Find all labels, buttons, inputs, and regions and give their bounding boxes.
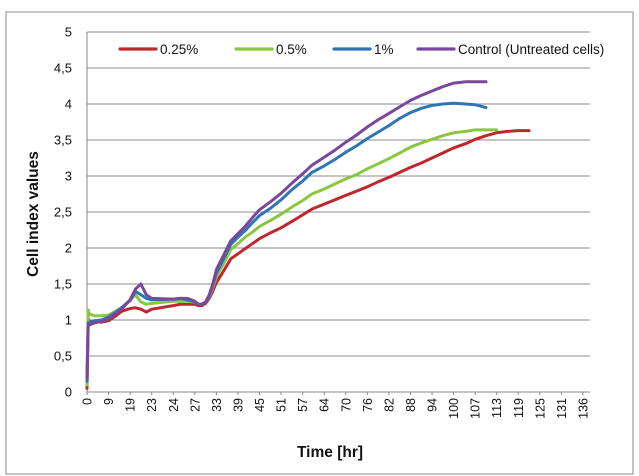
x-tick-label: 94	[426, 398, 440, 412]
x-tick-label: 51	[275, 398, 289, 412]
series-lines	[85, 80, 531, 390]
x-tick-label: 57	[296, 398, 310, 412]
x-tick-label: 131	[555, 398, 569, 419]
gridlines	[87, 31, 590, 357]
x-tick-label: 19	[124, 398, 138, 412]
x-tick-label: 64	[318, 398, 332, 412]
x-tick-label: 113	[490, 398, 504, 418]
series-line	[85, 129, 531, 390]
x-tick-label: 23	[145, 398, 159, 412]
y-tick-label: 2,5	[54, 205, 72, 220]
x-tick-label: 24	[167, 398, 181, 412]
x-tick-label: 45	[253, 398, 267, 412]
x-tick-label: 33	[210, 398, 224, 412]
x-tick-label: 76	[361, 398, 375, 412]
axes: 00,511,522,533,544,550 9 19 23 24 27 33 39 45 51 5…	[54, 25, 591, 419]
x-tick-label: 136	[577, 398, 591, 419]
x-tick-label: 125	[533, 398, 547, 419]
x-tick-label: 39	[231, 398, 245, 412]
x-tick-label: 0	[81, 398, 95, 405]
y-tick-label: 1	[65, 313, 72, 328]
x-tick-label: 27	[188, 398, 202, 412]
x-tick-label: 82	[382, 398, 396, 412]
y-tick-label: 3	[65, 169, 72, 184]
y-tick-label: 0	[65, 385, 72, 400]
x-tick-label: 100	[447, 398, 461, 419]
y-tick-label: 4,5	[54, 61, 72, 76]
y-tick-label: 3,5	[54, 133, 72, 148]
series-line	[85, 80, 488, 380]
y-tick-label: 1,5	[54, 277, 72, 292]
x-tick-label: 88	[404, 398, 418, 412]
legend-label: 0.25%	[160, 42, 198, 57]
y-tick-label: 2	[65, 241, 72, 256]
legend-label: Control (Untreated cells)	[458, 42, 604, 57]
legend-label: 1%	[374, 42, 394, 57]
chart-frame	[5, 11, 634, 475]
x-axis-title: Time [hr]	[297, 444, 363, 461]
legend-label: 0.5%	[276, 42, 307, 57]
y-tick-label: 0,5	[54, 349, 72, 364]
x-tick-label: 70	[339, 398, 353, 412]
y-tick-label: 5	[65, 25, 72, 40]
x-tick-label: 107	[469, 398, 483, 419]
legend: 0.25% 0.5% 1% Control (Untreated cells)	[118, 42, 604, 57]
y-tick-label: 4	[65, 97, 72, 112]
y-axis-title: Cell index values	[25, 151, 42, 277]
x-tick-label: 9	[102, 398, 116, 405]
x-tick-label: 119	[512, 398, 526, 418]
